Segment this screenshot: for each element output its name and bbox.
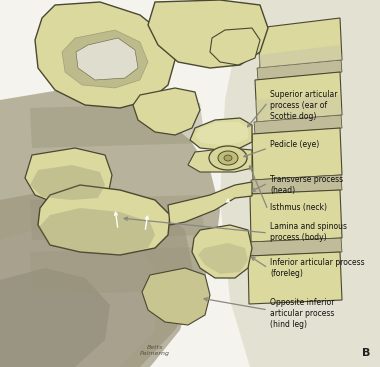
Polygon shape xyxy=(258,18,342,68)
Polygon shape xyxy=(190,118,252,150)
Polygon shape xyxy=(35,2,175,108)
Polygon shape xyxy=(0,185,195,367)
Polygon shape xyxy=(168,182,252,225)
Polygon shape xyxy=(0,225,160,367)
Polygon shape xyxy=(210,28,260,65)
Polygon shape xyxy=(255,95,342,122)
Polygon shape xyxy=(195,122,248,145)
Polygon shape xyxy=(198,243,248,274)
Polygon shape xyxy=(192,225,252,278)
Polygon shape xyxy=(257,60,342,80)
Polygon shape xyxy=(148,0,268,68)
Text: Lamina and spinous
process (body): Lamina and spinous process (body) xyxy=(270,222,347,242)
Text: Betts
Palmerng: Betts Palmerng xyxy=(140,345,170,356)
Polygon shape xyxy=(0,268,110,367)
Polygon shape xyxy=(25,148,112,205)
Ellipse shape xyxy=(218,151,238,165)
Polygon shape xyxy=(142,268,210,325)
Text: Transverse process
(head): Transverse process (head) xyxy=(270,175,343,195)
Ellipse shape xyxy=(209,146,247,170)
Polygon shape xyxy=(38,185,170,255)
Polygon shape xyxy=(251,175,342,194)
Text: Pedicle (eye): Pedicle (eye) xyxy=(270,140,319,149)
Polygon shape xyxy=(76,38,138,80)
Text: Isthmus (neck): Isthmus (neck) xyxy=(270,203,327,212)
Polygon shape xyxy=(252,128,342,180)
Text: Superior articular
process (ear of
Scottie dog): Superior articular process (ear of Scott… xyxy=(270,90,337,121)
Polygon shape xyxy=(250,190,342,242)
Polygon shape xyxy=(30,195,205,240)
Polygon shape xyxy=(258,45,342,68)
Text: Inferior articular process
(foreleg): Inferior articular process (foreleg) xyxy=(270,258,365,278)
Polygon shape xyxy=(30,103,205,148)
Polygon shape xyxy=(30,247,205,295)
Text: Opposite inferior
articular process
(hind leg): Opposite inferior articular process (hin… xyxy=(270,298,334,329)
Ellipse shape xyxy=(224,155,232,161)
Polygon shape xyxy=(255,72,342,122)
Text: B: B xyxy=(362,348,370,358)
Polygon shape xyxy=(38,208,155,255)
Polygon shape xyxy=(30,165,105,200)
Polygon shape xyxy=(248,252,342,304)
Polygon shape xyxy=(254,115,342,134)
Polygon shape xyxy=(0,90,220,367)
Polygon shape xyxy=(133,88,200,135)
Polygon shape xyxy=(220,0,380,367)
Polygon shape xyxy=(62,30,148,88)
Polygon shape xyxy=(249,238,342,256)
Polygon shape xyxy=(188,148,252,172)
